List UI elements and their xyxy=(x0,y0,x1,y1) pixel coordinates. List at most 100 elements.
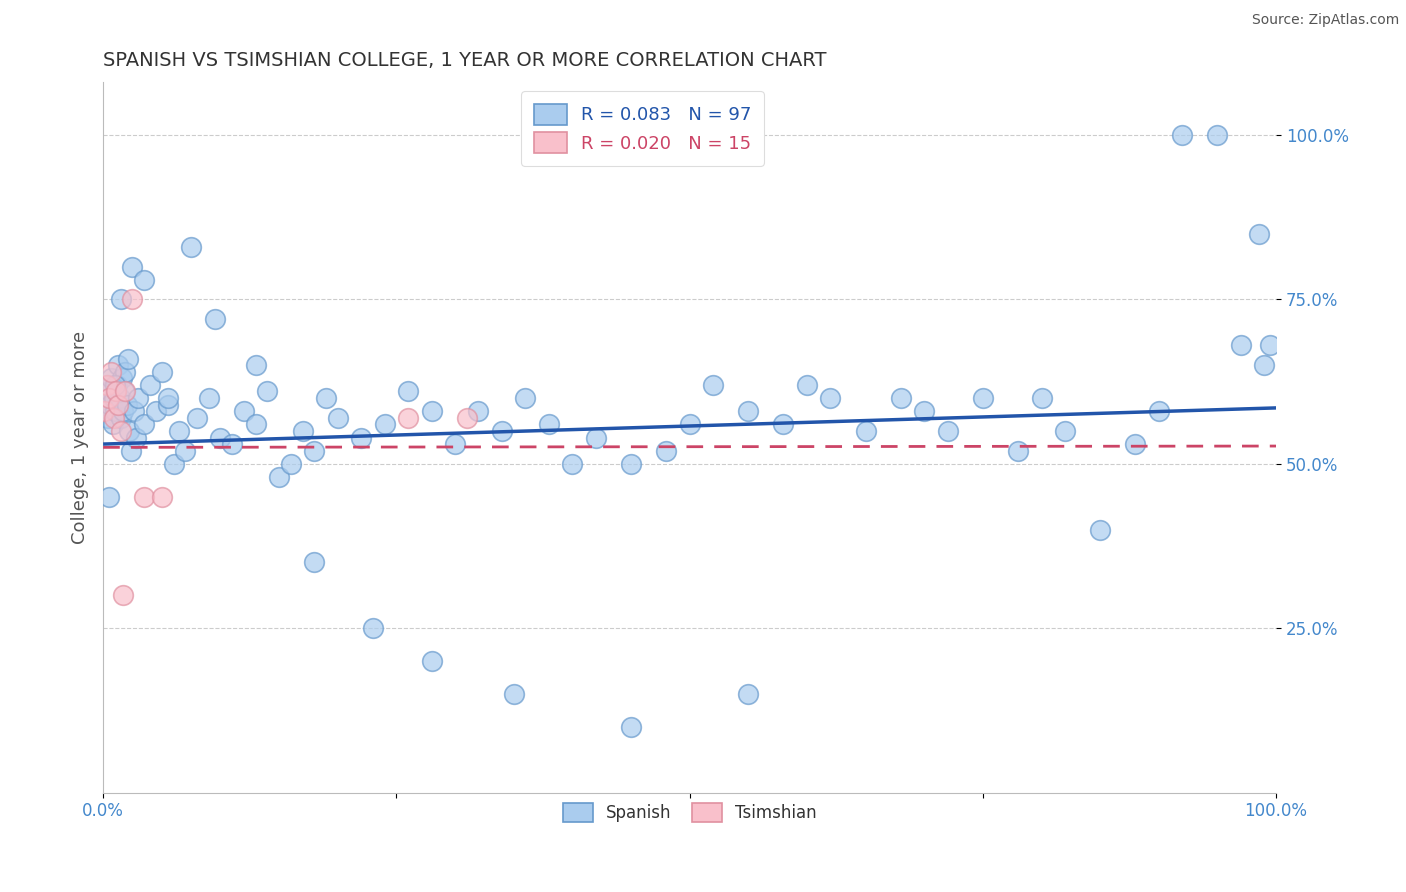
Point xyxy=(105,384,128,399)
Point xyxy=(121,293,143,307)
Point xyxy=(772,417,794,432)
Point xyxy=(117,351,139,366)
Text: Source: ZipAtlas.com: Source: ZipAtlas.com xyxy=(1251,13,1399,28)
Point xyxy=(737,404,759,418)
Point xyxy=(304,556,326,570)
Point xyxy=(162,457,184,471)
Point xyxy=(232,404,254,418)
Point xyxy=(491,424,513,438)
Point xyxy=(1253,358,1275,372)
Point xyxy=(94,398,117,412)
Point xyxy=(125,430,148,444)
Point xyxy=(1171,128,1194,142)
Point xyxy=(256,384,278,399)
Point xyxy=(98,398,121,412)
Point xyxy=(115,398,138,412)
Point xyxy=(620,457,643,471)
Point xyxy=(180,240,202,254)
Point xyxy=(197,391,219,405)
Point xyxy=(121,260,143,274)
Point xyxy=(396,410,419,425)
Point xyxy=(104,404,127,418)
Point xyxy=(103,391,125,405)
Point xyxy=(118,424,141,438)
Point xyxy=(114,384,136,399)
Point xyxy=(912,404,935,418)
Point xyxy=(291,424,314,438)
Point xyxy=(655,443,678,458)
Point xyxy=(105,384,128,399)
Point xyxy=(100,365,122,379)
Point xyxy=(107,398,129,412)
Point xyxy=(304,443,326,458)
Point xyxy=(110,424,132,438)
Point xyxy=(737,687,759,701)
Point xyxy=(855,424,877,438)
Point xyxy=(96,377,118,392)
Point xyxy=(972,391,994,405)
Point xyxy=(98,384,121,399)
Point xyxy=(112,384,135,399)
Point xyxy=(107,358,129,372)
Point xyxy=(1053,424,1076,438)
Point xyxy=(174,443,197,458)
Point xyxy=(374,417,396,432)
Point xyxy=(1123,437,1146,451)
Point xyxy=(150,365,173,379)
Point xyxy=(1247,227,1270,241)
Point xyxy=(101,417,124,432)
Point xyxy=(112,404,135,418)
Point xyxy=(134,273,156,287)
Point xyxy=(326,410,349,425)
Point xyxy=(245,417,267,432)
Point xyxy=(150,490,173,504)
Point xyxy=(936,424,959,438)
Point xyxy=(169,424,191,438)
Point xyxy=(120,443,142,458)
Point xyxy=(890,391,912,405)
Point xyxy=(267,470,290,484)
Point xyxy=(98,391,121,405)
Point xyxy=(396,384,419,399)
Point xyxy=(820,391,842,405)
Point xyxy=(100,371,122,385)
Point xyxy=(678,417,700,432)
Point xyxy=(620,720,643,734)
Point xyxy=(209,430,232,444)
Point xyxy=(186,410,208,425)
Point xyxy=(350,430,373,444)
Point xyxy=(1230,338,1253,352)
Point xyxy=(245,358,267,372)
Point xyxy=(110,293,132,307)
Point xyxy=(145,404,167,418)
Point xyxy=(93,404,115,418)
Point xyxy=(98,490,121,504)
Point xyxy=(1206,128,1229,142)
Point xyxy=(105,377,128,392)
Point xyxy=(456,410,478,425)
Point xyxy=(537,417,560,432)
Point xyxy=(221,437,243,451)
Point xyxy=(134,417,156,432)
Text: SPANISH VS TSIMSHIAN COLLEGE, 1 YEAR OR MORE CORRELATION CHART: SPANISH VS TSIMSHIAN COLLEGE, 1 YEAR OR … xyxy=(103,51,827,70)
Point xyxy=(1258,338,1281,352)
Point xyxy=(156,391,179,405)
Point xyxy=(515,391,537,405)
Point xyxy=(420,404,443,418)
Point xyxy=(108,391,131,405)
Point xyxy=(104,377,127,392)
Point xyxy=(134,490,156,504)
Legend: Spanish, Tsimshian: Spanish, Tsimshian xyxy=(551,791,828,834)
Point xyxy=(280,457,302,471)
Point xyxy=(127,391,149,405)
Point xyxy=(502,687,524,701)
Point xyxy=(1147,404,1170,418)
Point xyxy=(1088,523,1111,537)
Point xyxy=(112,588,135,602)
Point xyxy=(204,312,226,326)
Point xyxy=(467,404,489,418)
Point xyxy=(139,377,162,392)
Point xyxy=(702,377,724,392)
Point xyxy=(585,430,607,444)
Point xyxy=(122,404,145,418)
